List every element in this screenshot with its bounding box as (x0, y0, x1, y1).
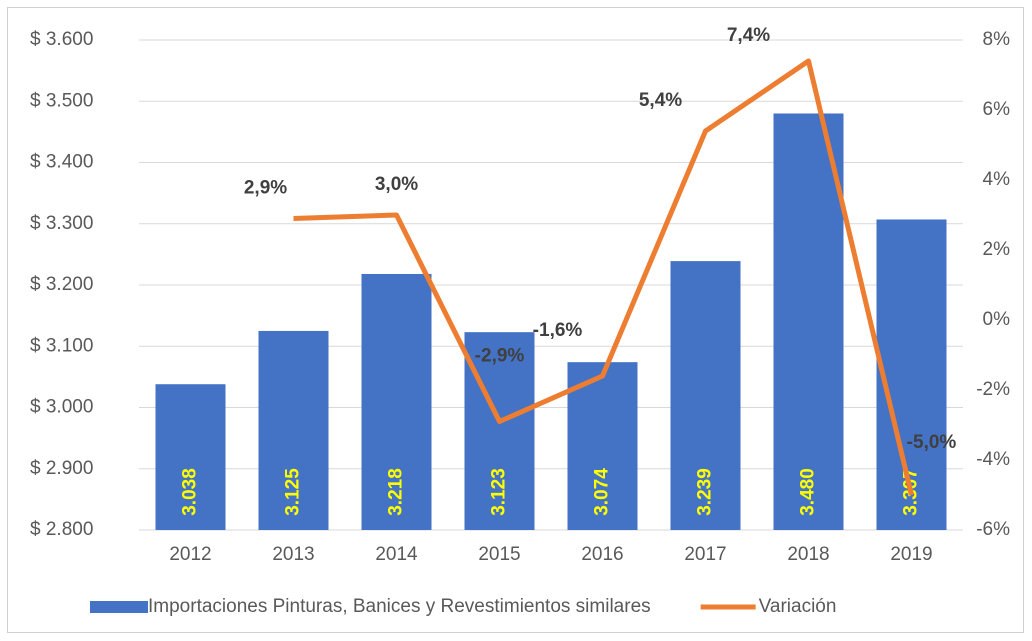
x-tick-label: 2016 (581, 544, 623, 565)
bar-value-label: 3.074 (592, 468, 613, 516)
y-tick-label: $ 3.400 (30, 152, 93, 173)
bar (155, 384, 226, 530)
y-tick-label: $ 3.100 (30, 335, 93, 356)
bar-value-label: 3.038 (180, 468, 201, 516)
bar (361, 273, 432, 530)
line-value-label: -5,0% (907, 432, 957, 453)
y2-tick-label: -2% (976, 379, 1010, 400)
x-tick-label: 2012 (169, 544, 211, 565)
line-value-label: 7,4% (727, 25, 770, 46)
bar-value-label: 3.239 (695, 468, 716, 516)
x-tick-label: 2019 (890, 544, 932, 565)
x-tick-label: 2015 (478, 544, 520, 565)
legend-label: Variación (759, 596, 837, 617)
bar (567, 362, 638, 530)
line (293, 58, 914, 496)
y-tick-label: $ 3.500 (30, 90, 93, 111)
y-tick-label: $ 2.900 (30, 458, 93, 479)
legend-swatch (90, 601, 148, 613)
x-tick-label: 2013 (272, 544, 314, 565)
bar-value-label: 3.480 (798, 468, 819, 516)
x-tick-label: 2014 (375, 544, 418, 565)
legend-label: Importaciones Pinturas, Banices y Revest… (148, 596, 651, 617)
y-tick-label: $ 3.300 (30, 213, 93, 234)
y-tick-label: $ 3.200 (30, 274, 93, 295)
bar (670, 261, 741, 530)
bar-value-label: 3.125 (283, 468, 304, 516)
y-tick-label: $ 3.600 (30, 29, 93, 50)
bar (464, 332, 535, 530)
line-value-label: -2,9% (475, 346, 525, 367)
line-value-label: -1,6% (533, 320, 583, 341)
y2-tick-label: 2% (983, 239, 1011, 260)
y2-tick-label: 0% (983, 309, 1011, 330)
bar (773, 113, 844, 530)
line-value-label: 5,4% (639, 90, 682, 111)
x-tick-label: 2017 (684, 544, 726, 565)
y-tick-label: $ 3.000 (30, 397, 93, 418)
y-tick-label: $ 2.800 (30, 519, 93, 540)
y2-tick-label: 8% (983, 29, 1011, 50)
y2-tick-label: -4% (976, 449, 1010, 470)
bar (258, 330, 329, 530)
bar-value-label: 3.123 (489, 468, 510, 516)
x-tick-label: 2018 (787, 544, 829, 565)
bar-value-label: 3.218 (386, 468, 407, 516)
y2-tick-label: -6% (976, 519, 1010, 540)
line-value-label: 2,9% (244, 178, 287, 199)
y2-tick-label: 6% (983, 99, 1011, 120)
bar (876, 219, 947, 530)
line-value-label: 3,0% (375, 174, 418, 195)
y2-tick-label: 4% (983, 169, 1011, 190)
